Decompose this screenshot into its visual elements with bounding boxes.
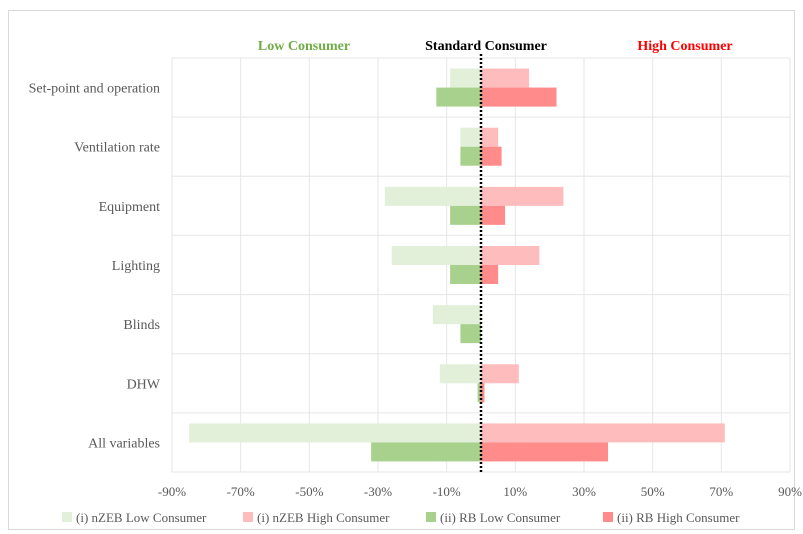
bar-nzeb-high xyxy=(481,246,540,265)
x-tick-label: 50% xyxy=(641,484,665,499)
x-tick-label: 70% xyxy=(709,484,733,499)
bar-nzeb-high xyxy=(481,423,725,443)
chart-frame xyxy=(8,10,795,530)
bar-nzeb-high xyxy=(481,127,499,147)
x-tick-label: 10% xyxy=(503,484,527,499)
zone-headers: Low Consumer Standard Consumer High Cons… xyxy=(258,39,733,54)
category-label: All variables xyxy=(88,436,160,451)
bar-rb-high xyxy=(481,265,499,284)
category-label: Ventilation rate xyxy=(74,141,160,156)
x-tick-label: -90% xyxy=(158,484,186,499)
low-consumer-header: Low Consumer xyxy=(258,39,350,54)
bar-rb-high xyxy=(481,442,609,462)
high-consumer-header: High Consumer xyxy=(637,39,732,54)
bar-nzeb-low xyxy=(460,127,481,147)
bar-nzeb-high xyxy=(481,364,519,384)
legend-swatch xyxy=(62,512,72,522)
bar-rb-high xyxy=(481,146,502,166)
x-tick-label: -10% xyxy=(433,484,461,499)
gridlines xyxy=(171,57,791,473)
legend-swatch xyxy=(243,512,253,522)
bars xyxy=(189,68,725,462)
bar-nzeb-low xyxy=(439,364,481,384)
x-tick-label: -30% xyxy=(364,484,392,499)
bar-rb-high xyxy=(481,383,485,403)
x-tick-label: -70% xyxy=(227,484,255,499)
x-tick-labels: -90% -70% -50% -30% -10% 10% 30% 50% 70% 90% xyxy=(158,484,802,499)
bar-nzeb-high xyxy=(481,68,530,88)
legend-swatch xyxy=(426,512,436,522)
bar-nzeb-low xyxy=(384,186,481,206)
category-label: Lighting xyxy=(112,259,160,274)
legend-label: (i) nZEB Low Consumer xyxy=(76,510,207,525)
x-tick-label: 30% xyxy=(572,484,596,499)
category-label: Blinds xyxy=(123,318,160,333)
standard-consumer-header: Standard Consumer xyxy=(425,39,547,54)
category-label: Equipment xyxy=(99,200,161,215)
bar-nzeb-low xyxy=(432,305,481,325)
bar-rb-low xyxy=(450,205,481,225)
bar-nzeb-low xyxy=(450,68,481,88)
category-label: DHW xyxy=(127,377,161,392)
bar-nzeb-low xyxy=(391,246,481,265)
bar-rb-low xyxy=(371,442,481,462)
x-tick-label: 90% xyxy=(778,484,802,499)
category-label: Set-point and operation xyxy=(29,82,160,97)
legend-label: (ii) RB Low Consumer xyxy=(440,510,561,525)
bar-rb-low xyxy=(477,383,481,403)
bar-rb-high xyxy=(481,87,557,107)
legend-swatch xyxy=(603,512,613,522)
bar-rb-low xyxy=(436,87,481,107)
legend-label: (ii) RB High Consumer xyxy=(617,510,740,525)
x-tick-label: -50% xyxy=(295,484,323,499)
bar-rb-low xyxy=(460,324,481,344)
bar-rb-low xyxy=(460,146,481,166)
bar-nzeb-high xyxy=(481,186,564,206)
legend: (i) nZEB Low Consumer (i) nZEB High Consu… xyxy=(62,510,740,525)
bar-rb-low xyxy=(450,265,481,284)
bar-rb-high xyxy=(481,205,506,225)
bar-nzeb-low xyxy=(189,423,481,443)
category-labels: Set-point and operation Ventilation rate E… xyxy=(29,82,161,452)
legend-label: (i) nZEB High Consumer xyxy=(257,510,390,525)
